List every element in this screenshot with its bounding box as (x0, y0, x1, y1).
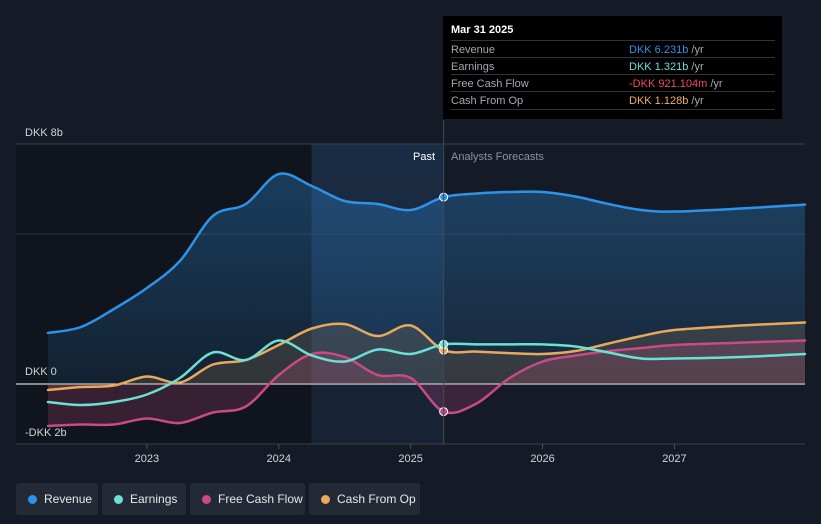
legend-item-earnings[interactable]: Earnings (102, 483, 186, 515)
tooltip-row-revenue: Revenue DKK 6.231b /yr (451, 40, 775, 58)
x-tick-label: 2025 (398, 453, 422, 465)
free-cash-flow-area (48, 340, 805, 426)
legend-label: Revenue (44, 492, 93, 506)
free-cash-flow-line (46, 339, 807, 428)
cash-from-op-dot-icon (321, 495, 330, 504)
tooltip-value: -DKK 921.104m /yr (629, 78, 723, 90)
x-tick-label: 2024 (267, 453, 291, 465)
forecast-label: Analysts Forecasts (451, 151, 544, 163)
cash-from-op-line (46, 321, 807, 392)
x-tick-label: 2023 (135, 453, 159, 465)
y-tick-label: -DKK 2b (25, 427, 67, 439)
tooltip-value: DKK 1.321b /yr (629, 61, 704, 73)
y-tick-label: DKK 8b (25, 127, 63, 139)
free-cash-flow-dot-icon (202, 495, 211, 504)
tooltip-row-cash-from-op: Cash From Op DKK 1.128b /yr (451, 91, 775, 110)
revenue-dot-icon (28, 495, 37, 504)
tooltip-label: Cash From Op (451, 95, 524, 107)
tooltip-value: DKK 6.231b /yr (629, 44, 704, 56)
tooltip-value: DKK 1.128b /yr (629, 95, 704, 107)
legend-label: Earnings (130, 492, 178, 506)
legend-item-revenue[interactable]: Revenue (16, 483, 98, 515)
tooltip-label: Free Cash Flow (451, 78, 529, 90)
revenue-area (48, 173, 805, 384)
legend-item-cash-from-op[interactable]: Cash From Op (309, 483, 420, 515)
past-label: Past (413, 151, 435, 163)
y-tick-label: DKK 0 (25, 366, 57, 378)
x-tick-label: 2027 (662, 453, 686, 465)
legend-item-free-cash-flow[interactable]: Free Cash Flow (190, 483, 305, 515)
revenue-line (46, 172, 807, 335)
tooltip-label: Earnings (451, 61, 495, 73)
x-tick-label: 2026 (530, 453, 554, 465)
tooltip-row-free-cash-flow: Free Cash Flow -DKK 921.104m /yr (451, 74, 775, 92)
tooltip-row-earnings: Earnings DKK 1.321b /yr (451, 57, 775, 75)
tooltip-label: Revenue (451, 44, 496, 56)
legend-label: Free Cash Flow (218, 492, 303, 506)
tooltip: Mar 31 2025 Revenue DKK 6.231b /yr Earni… (443, 16, 782, 119)
earnings-dot-icon (114, 495, 123, 504)
legend-label: Cash From Op (337, 492, 416, 506)
earnings-line (46, 339, 807, 407)
cash-from-op-area (48, 322, 805, 390)
tooltip-date: Mar 31 2025 (451, 24, 514, 36)
